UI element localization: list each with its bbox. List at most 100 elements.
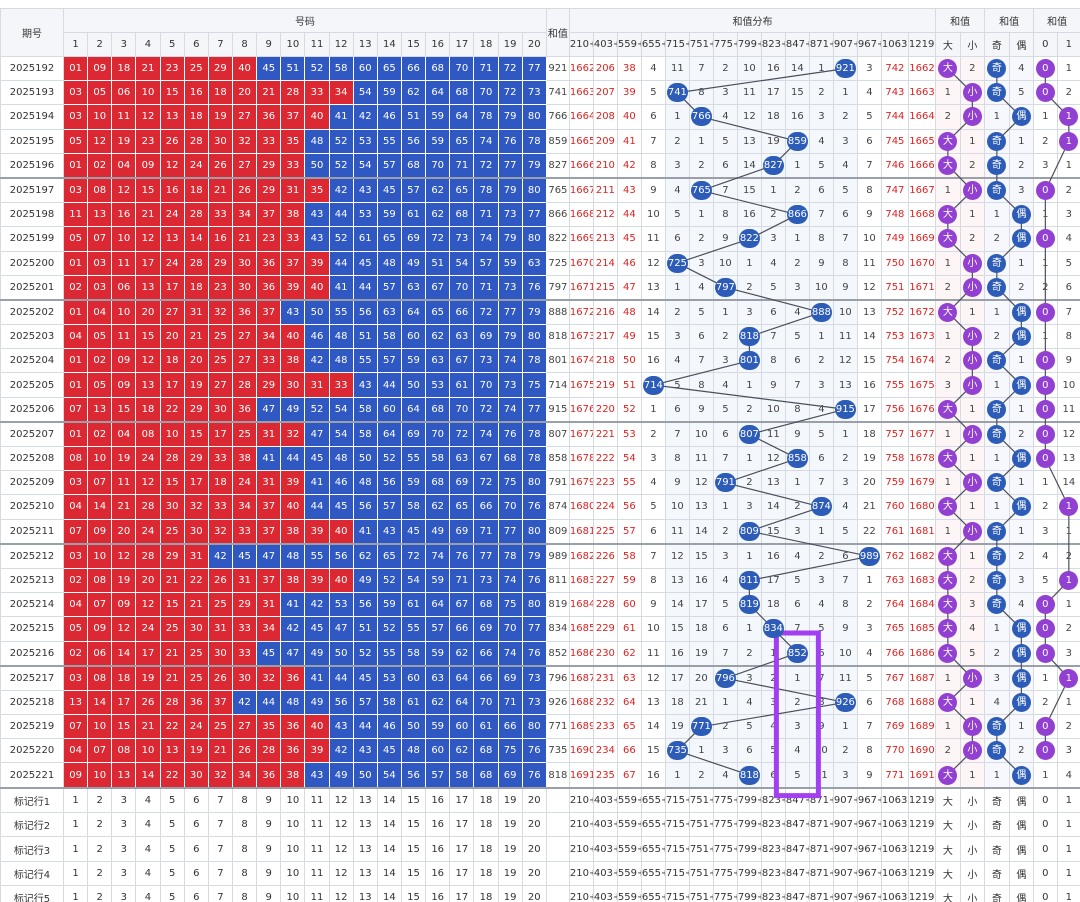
drawn-number: 43 [304,202,330,228]
drawn-number: 44 [352,714,378,740]
omission: 10 [671,501,684,513]
marker-range: 847+ [784,812,810,838]
distribution-cell: 8 [688,372,714,398]
drawn-number: 20 [135,567,161,594]
parity-marker: 偶 [1011,643,1031,663]
distribution-cell: 5 [856,104,882,130]
distribution-cell: 12 [736,104,762,130]
size-cell: 小 [959,104,986,130]
marker-number: 8 [231,812,258,838]
omission: 3 [818,111,825,123]
omission: 231 [595,672,615,684]
omission: 3 [1065,745,1073,757]
marker-range: 823+ [760,812,786,838]
parity-cell: 奇 [984,152,1010,179]
size-marker: 大 [938,229,958,249]
drawn-number: 14 [135,762,161,789]
omission: 5 [1018,87,1025,99]
omission: 1 [842,428,849,440]
drawn-number: 68 [400,152,427,179]
drawn-number: 28 [159,445,185,472]
drawn-number: 46 [328,470,354,496]
distribution-cell: 9 [760,372,786,398]
distribution-cell: 1 [784,152,810,179]
omission: 763 [885,575,905,587]
omission: 764 [885,599,905,611]
omission: 746 [885,159,905,171]
distribution-cell: 60 [616,592,642,618]
distribution-cell: 714 [640,372,666,398]
sum-value: 796 [545,664,570,691]
size-marker: 小 [962,107,982,127]
drawn-number: 28 [183,128,209,154]
sum-value: 822 [545,226,570,252]
drawn-number: 52 [376,567,402,594]
empty-cell [545,786,570,814]
distribution-cell: 8 [808,226,834,252]
sum-marker: 874 [810,497,832,517]
sum-value: 874 [545,494,570,520]
drawn-number: 55 [352,348,378,374]
distribution-cell: 2 [832,104,858,130]
sum-marker: 818 [738,765,760,785]
drawn-number: 33 [304,80,330,106]
drawn-number: 77 [521,396,547,423]
drawn-number: 74 [473,226,499,252]
omission: 14 [791,63,804,75]
size-cell: 大 [935,298,961,326]
omission: 2 [944,355,952,367]
distribution-cell: 1675 [907,372,937,398]
marker-group-label: 0 [1033,786,1058,814]
size-cell: 小 [959,324,986,350]
omission: 22 [863,525,876,537]
size-cell: 大 [935,445,961,472]
distribution-cell: 1 [688,128,714,154]
mod-cell: 2 [1056,542,1080,569]
parity-cell: 4 [1008,55,1035,82]
marker-number: 10 [280,860,306,887]
omission: 16 [647,355,660,367]
marker-group-label: 1 [1056,812,1080,838]
distribution-cell: 16 [688,567,714,594]
distribution-cell: 1 [808,324,834,350]
marker-number: 12 [328,786,354,814]
omission: 10 [695,428,708,440]
omission: 2 [1065,623,1073,635]
mod-cell: 1 [1056,152,1080,179]
drawn-number: 47 [256,542,282,569]
number-column: 4 [135,32,161,57]
marker-range: 751+ [688,860,714,887]
data-row: 2025207 01 02 04 08 10 15 17 25 31 32 47 54 58 64 69 70 7… [0,420,1080,447]
distribution-cell: 811 [736,567,762,594]
distribution-cell: 2 [664,128,690,154]
marker-range: 403+ [592,885,618,902]
distribution-cell: 3 [856,55,882,82]
omission: 1687 [569,672,594,684]
omission: 15 [647,331,660,343]
mod-cell: 9 [1056,348,1080,374]
issue: 2025192 [0,55,64,82]
omission: 771 [885,769,905,781]
omission: 4 [650,477,657,489]
distribution-cell: 6 [784,592,810,618]
marker-range: 967+ [856,836,882,862]
omission: 1675 [569,379,594,391]
drawn-number: 68 [473,738,499,764]
omission: 9 [1065,355,1073,367]
omission: 742 [885,63,905,75]
drawn-number: 28 [159,689,185,716]
distribution-cell: 9 [856,762,882,789]
distribution-cell: 5 [688,298,714,326]
header-distribution: 和值分布 [568,8,937,33]
drawn-number: 62 [400,80,427,106]
drawn-number: 63 [425,348,451,374]
distribution-cell: 915 [832,396,858,423]
mod-marker: 0 [1035,83,1055,103]
parity-cell: 2 [1008,542,1035,569]
omission: 3 [746,672,753,684]
distribution-cell: 989 [856,542,882,569]
omission: 3 [1018,185,1025,197]
drawn-number: 58 [352,396,378,423]
size-cell: 2 [959,226,986,252]
parity-cell: 3 [1008,567,1035,594]
